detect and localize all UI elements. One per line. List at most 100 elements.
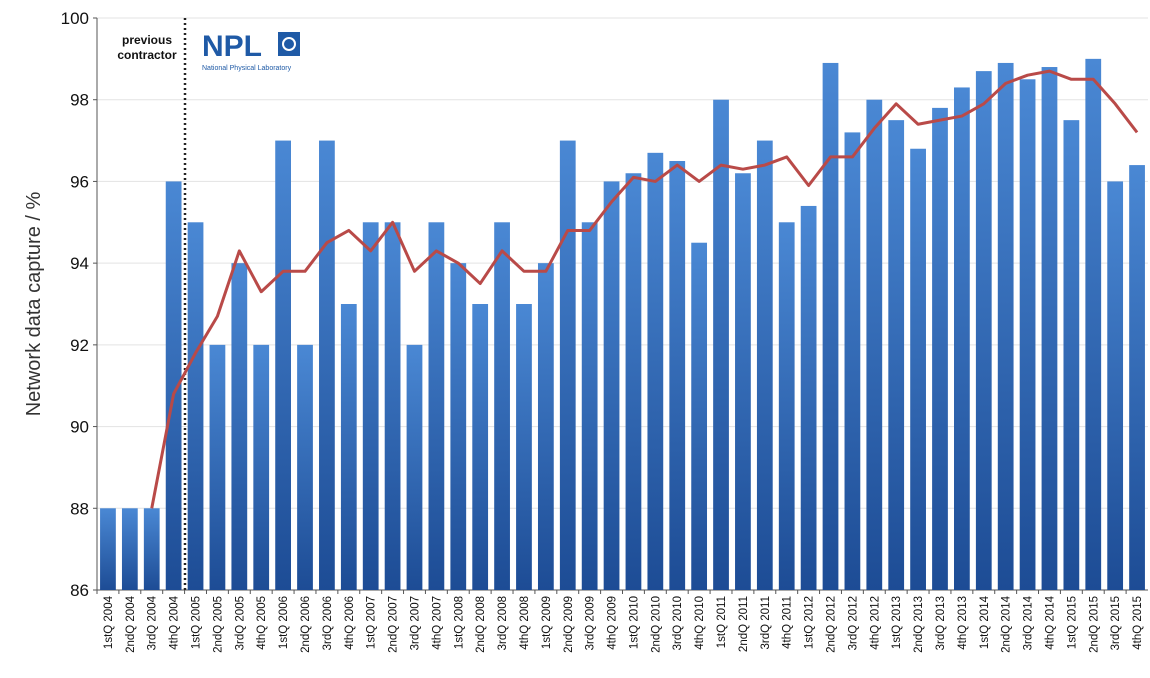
- x-tick-label: 1stQ 2010: [628, 596, 640, 649]
- bar: [537, 263, 554, 590]
- bar: [472, 304, 489, 590]
- bar: [888, 120, 905, 591]
- x-tick-label: 2ndQ 2006: [300, 596, 312, 653]
- x-tick-label: 3rdQ 2010: [672, 596, 684, 650]
- bar: [559, 140, 576, 591]
- y-tick-label: 98: [70, 91, 89, 110]
- x-tick-label: 1stQ 2005: [191, 596, 203, 649]
- bar: [384, 222, 401, 591]
- bar: [275, 140, 291, 591]
- y-axis-label: Network data capture / %: [23, 192, 45, 417]
- x-tick-label: 4thQ 2004: [169, 595, 181, 649]
- bar: [143, 508, 160, 590]
- x-tick-label: 3rdQ 2014: [1023, 595, 1035, 650]
- x-tick-label: 1stQ 2006: [278, 596, 290, 649]
- bar: [340, 304, 357, 590]
- bar: [187, 222, 204, 591]
- x-tick-label: 3rdQ 2012: [847, 596, 859, 650]
- bar: [954, 87, 970, 590]
- x-tick-label: 1stQ 2013: [891, 596, 903, 649]
- x-tick-label: 3rdQ 2007: [409, 596, 421, 650]
- bar: [1063, 120, 1080, 591]
- y-tick-label: 96: [70, 172, 89, 191]
- bar: [735, 173, 751, 590]
- bar: [822, 62, 839, 590]
- bar: [581, 222, 598, 591]
- bar: [756, 140, 773, 591]
- bar: [1107, 181, 1124, 590]
- x-tick-label: 1stQ 2009: [541, 596, 553, 649]
- bar: [603, 181, 620, 590]
- x-tick-label: 2ndQ 2010: [650, 596, 662, 653]
- logo-text: NPL: [202, 30, 262, 63]
- x-tick-label: 2ndQ 2004: [125, 595, 137, 653]
- x-tick-label: 2ndQ 2013: [913, 596, 925, 653]
- logo-subtext: National Physical Laboratory: [202, 65, 292, 72]
- x-tick-label: 4thQ 2012: [869, 596, 881, 650]
- bar: [975, 71, 992, 591]
- x-tick-label: 2ndQ 2012: [826, 596, 838, 653]
- bar: [910, 148, 926, 590]
- y-tick-label: 94: [70, 254, 89, 273]
- bar: [450, 263, 467, 590]
- bar: [669, 161, 686, 590]
- x-tick-label: 4thQ 2009: [607, 596, 619, 650]
- logo-icon: [278, 32, 300, 56]
- bar: [1041, 67, 1058, 591]
- x-tick-label: 4thQ 2014: [1044, 595, 1056, 649]
- x-tick-label: 3rdQ 2008: [497, 596, 509, 650]
- x-tick-label: 2ndQ 2009: [563, 596, 575, 653]
- bar: [100, 508, 116, 590]
- logo-icon-mark: [282, 37, 296, 51]
- bar: [625, 173, 642, 590]
- bar: [1019, 79, 1036, 591]
- x-tick-label: 1stQ 2008: [453, 596, 465, 649]
- x-tick-label: 4thQ 2011: [782, 596, 794, 649]
- bar: [253, 344, 270, 590]
- bar: [1129, 165, 1145, 591]
- x-tick-label: 2ndQ 2014: [1001, 595, 1013, 653]
- x-tick-label: 4thQ 2010: [694, 596, 706, 650]
- x-tick-label: 2ndQ 2015: [1088, 596, 1100, 653]
- bar: [647, 152, 664, 591]
- annotation: previous contractor: [117, 33, 177, 62]
- x-tick-label: 3rdQ 2004: [147, 595, 159, 650]
- x-tick-label: 2ndQ 2011: [738, 596, 750, 652]
- bar: [319, 140, 335, 591]
- bar: [691, 242, 708, 590]
- x-tick-label: 4thQ 2015: [1132, 596, 1144, 650]
- x-tick-label: 1stQ 2004: [103, 595, 115, 649]
- bar: [209, 344, 226, 590]
- bar: [713, 99, 729, 590]
- x-tick-label: 4thQ 2008: [519, 596, 531, 650]
- y-tick-label: 90: [70, 418, 89, 437]
- bar: [406, 344, 423, 590]
- x-tick-label: 3rdQ 2005: [234, 596, 246, 650]
- y-tick-label: 88: [70, 499, 89, 518]
- x-tick-label: 3rdQ 2013: [935, 596, 947, 650]
- x-tick-label: 2ndQ 2007: [388, 596, 400, 653]
- x-tick-label: 1stQ 2015: [1066, 596, 1078, 649]
- bar: [778, 222, 795, 591]
- y-tick-label: 92: [70, 336, 89, 355]
- x-tick-label: 3rdQ 2009: [585, 596, 597, 650]
- y-tick-label: 86: [70, 581, 89, 600]
- bar: [866, 99, 883, 590]
- y-tick-label: 100: [61, 9, 89, 28]
- x-tick-label: 4thQ 2005: [256, 596, 268, 650]
- x-tick-label: 4thQ 2007: [431, 596, 443, 650]
- bar: [165, 181, 182, 590]
- bars: [100, 58, 1145, 591]
- x-tick-label: 3rdQ 2015: [1110, 596, 1122, 650]
- bar: [231, 263, 248, 590]
- bar: [121, 508, 138, 590]
- x-tick-label: 1stQ 2012: [804, 596, 816, 649]
- x-tick-label: 1stQ 2011: [716, 596, 728, 648]
- x-tick-label: 3rdQ 2006: [322, 596, 334, 650]
- bar: [997, 62, 1014, 590]
- x-tick-label: 2ndQ 2008: [475, 596, 487, 653]
- x-tick-label: 4thQ 2006: [344, 596, 356, 650]
- x-tick-label: 1stQ 2014: [979, 595, 991, 649]
- bar: [362, 222, 379, 591]
- bar: [932, 107, 948, 590]
